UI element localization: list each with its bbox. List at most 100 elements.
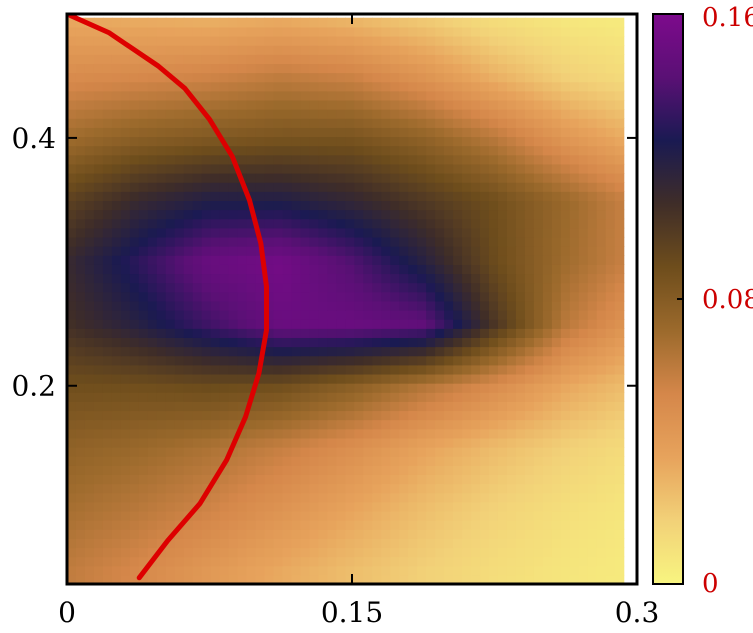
heatmap-cell [327,291,337,302]
heatmap-cell [542,520,553,530]
heatmap-cell [183,26,194,37]
heatmap-cell [480,520,490,530]
heatmap-cell [327,264,337,275]
heatmap-cell [102,574,113,584]
heatmap-cell [102,118,113,128]
heatmap-cell [156,264,167,275]
heatmap-cell [506,501,517,512]
heatmap-cell [372,437,382,448]
heatmap-cell [237,236,248,247]
heatmap-cell [255,428,266,439]
heatmap-cell [147,227,158,238]
boundary-curve [67,14,269,581]
heatmap-cell [201,54,212,64]
heatmap-cell [354,447,364,457]
heatmap-cell [255,547,266,558]
heatmap-cell [273,483,284,494]
heatmap-cell [264,154,275,165]
heatmap-cell [533,81,544,92]
heatmap-cell [515,328,526,338]
heatmap-cell [165,191,176,201]
heatmap-cell [67,300,77,311]
heatmap-cell [399,501,409,512]
heatmap-cell [471,191,481,201]
heatmap-cell [255,437,266,448]
heatmap-cell [462,364,472,375]
heatmap-cell [336,437,346,448]
heatmap-cell [246,373,257,384]
heatmap-cell [435,26,445,37]
heatmap-cell [363,483,373,494]
heatmap-cell [129,465,140,475]
heatmap-cell [515,510,526,521]
heatmap-cell [75,383,86,393]
heatmap-cell [327,364,337,375]
heatmap-cell [533,300,544,311]
heatmap-cell [524,191,535,201]
heatmap-cell [605,574,616,584]
heatmap-cell [596,236,607,247]
heatmap-cell [336,127,346,138]
heatmap-cell [183,556,194,567]
heatmap-cell [102,163,113,174]
heatmap-cell [255,337,266,348]
heatmap-cell [381,383,391,393]
heatmap-cell [497,291,508,302]
heatmap-cell [120,456,131,466]
heatmap-cell [497,574,508,584]
heatmap-cell [605,328,616,338]
heatmap-cell [75,309,86,320]
heatmap-cell [480,538,490,549]
heatmap-cell [156,556,167,567]
heatmap-cell [129,63,140,74]
heatmap-cell [614,465,625,475]
heatmap-cell [578,99,589,110]
heatmap-cell [417,447,427,457]
heatmap-cell [587,127,598,138]
heatmap-cell [67,26,77,37]
heatmap-cell [444,200,454,211]
heatmap-cell [471,501,481,512]
heatmap-cell [489,401,499,412]
heatmap-cell [237,145,248,156]
heatmap-cell [318,54,328,64]
heatmap-cell [614,264,625,275]
heatmap-cell [462,520,472,530]
heatmap-cell [67,309,77,320]
heatmap-cell [318,81,328,92]
heatmap-cell [444,209,454,220]
heatmap-cell [67,236,77,247]
heatmap-cell [156,437,167,448]
heatmap-cell [471,328,481,338]
heatmap-cell [327,209,337,220]
heatmap-cell [120,309,131,320]
heatmap-cell [453,99,463,110]
heatmap-cell [201,163,212,174]
heatmap-cell [363,218,373,229]
heatmap-cell [605,63,616,74]
heatmap-cell [381,264,391,275]
heatmap-cell [327,346,337,357]
heatmap-cell [489,419,499,430]
heatmap-cell [390,364,400,375]
heatmap-cell [354,200,364,211]
heatmap-cell [417,483,427,494]
heatmap-cell [174,410,185,421]
heatmap-cell [399,529,409,539]
heatmap-cell [156,246,167,256]
heatmap-cell [210,81,221,92]
heatmap-cell [318,401,328,412]
heatmap-cell [138,383,149,393]
heatmap-cell [255,118,266,128]
heatmap-cell [596,127,607,138]
heatmap-cell [318,410,328,421]
heatmap-cell [246,163,257,174]
heatmap-cell [489,428,499,439]
heatmap-cell [165,346,176,357]
heatmap-cell [533,501,544,512]
heatmap-cell [560,54,571,64]
heatmap-cell [480,182,490,192]
heatmap-cell [524,501,535,512]
heatmap-cell [578,227,589,238]
heatmap-cell [273,547,284,558]
